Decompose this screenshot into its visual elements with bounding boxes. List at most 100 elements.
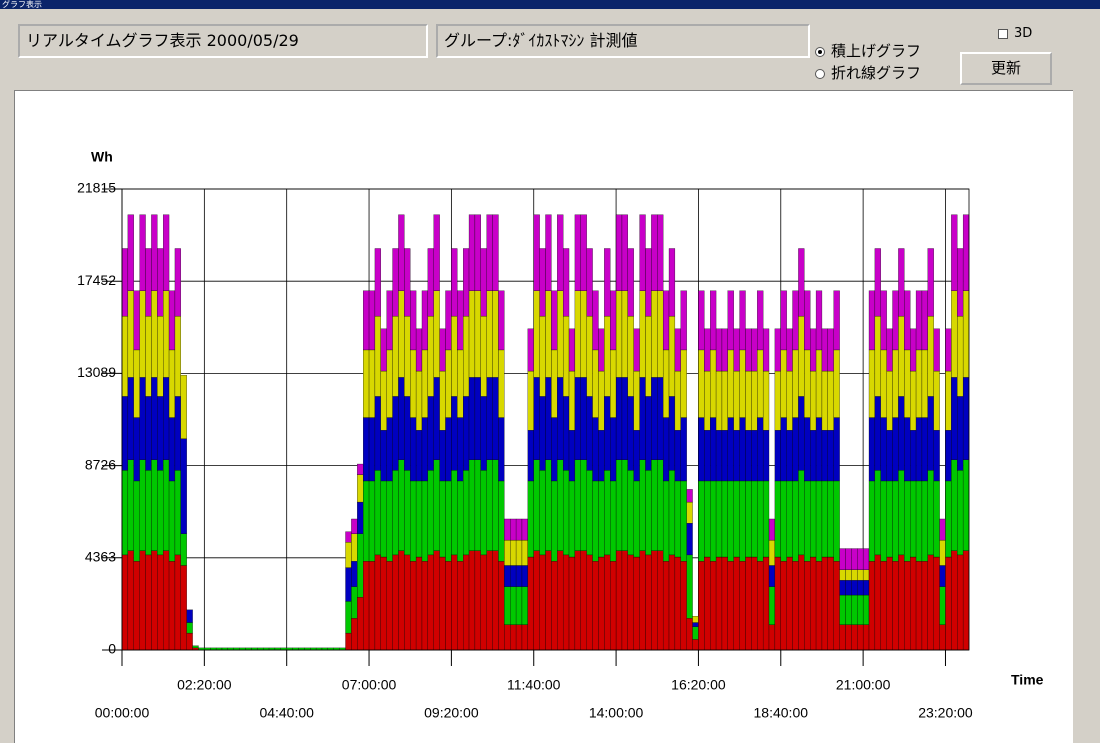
bar-segment [745,480,752,558]
bar-segment [521,624,529,651]
window-title: グラフ表示 [0,0,1100,9]
bar-segment [374,470,381,556]
bar-segment [551,349,558,418]
bar-segment [398,377,405,460]
bar-segment [521,586,529,625]
bar-segment [527,370,534,431]
bar-segment [439,328,446,372]
bar-segment [951,550,958,651]
bar-segment [468,290,476,378]
bar-segment [651,459,658,551]
radio-line[interactable]: 折れ線グラフ [815,62,921,83]
bar-segment [886,480,893,558]
bar-segment [810,556,817,651]
bar-segment [904,349,911,418]
bar-segment [721,556,728,651]
bar-segment [145,248,152,317]
bar-segment [933,430,940,482]
bar-segment [151,550,158,651]
bar-segment [568,480,576,558]
bar-segment [357,463,364,475]
bar-segment [357,533,364,598]
update-button[interactable]: 更新 [960,52,1052,85]
bar-segment [686,501,693,524]
bar-segment [498,480,505,562]
bar-segment [427,470,434,556]
bar-segment [598,328,605,372]
bar-segment [762,556,770,651]
bar-segment [151,459,158,551]
bar-segment [680,290,687,351]
bar-segment [768,624,776,651]
y-tick-label: 0 [108,641,116,657]
bar-segment [692,622,699,627]
bar-segment [904,290,911,351]
bar-segment [915,561,923,651]
bar-segment [492,290,499,378]
bar-segment [568,328,576,372]
bar-segment [739,417,746,482]
bar-segment [815,349,823,418]
bar-segment [862,624,870,651]
bar-segment [733,556,740,651]
bar-segment [168,349,176,418]
bar-segment [921,480,928,562]
bar-segment [515,565,523,587]
bar-segment [574,459,581,551]
bar-segment [633,430,640,482]
bar-segment [474,377,481,460]
bar-segment [398,459,405,551]
bar-segment [733,430,740,482]
bar-segment [733,480,740,558]
bar-segment [451,248,458,317]
bar-segment [386,480,393,562]
bar-segment [468,214,476,291]
bar-segment [780,290,787,351]
bar-segment [715,370,723,431]
bar-segment [480,315,487,397]
checkbox-3d[interactable]: 3D [998,26,1032,41]
bar-segment [168,290,176,351]
bar-segment [363,349,370,418]
x-tick-label: 04:40:00 [259,705,314,721]
bar-segment [862,548,870,570]
bar-segment [486,214,493,291]
bar-segment [180,533,187,566]
bar-segment [727,561,734,651]
bar-segment [557,459,564,551]
bar-segment [527,556,534,651]
bar-segment [862,594,870,625]
bar-segment [180,375,187,439]
bar-segment [810,430,817,482]
bar-segment [945,430,952,482]
bar-segment [510,518,517,541]
bar-segment [868,561,876,651]
bar-segment [568,556,576,651]
bar-segment [368,290,376,351]
bar-segment [686,523,693,556]
bar-segment [474,459,481,551]
bar-segment [368,417,376,482]
bar-segment [421,480,429,562]
bar-segment [662,561,670,651]
bar-segment [551,290,558,351]
bar-segment [363,480,370,562]
bar-segment [692,639,699,651]
bar-segment [457,290,464,351]
bar-segment [792,561,799,651]
bar-segment [680,349,687,418]
bar-segment [610,417,617,482]
bar-segment [410,480,417,562]
bar-segment [445,480,452,562]
bar-segment [921,349,928,418]
bar-segment [898,554,905,651]
radio-stacked[interactable]: 積上げグラフ [815,40,921,61]
bar-segment [386,349,393,418]
bar-segment [833,561,840,651]
bar-segment [757,417,764,482]
bar-segment [768,565,776,587]
bar-segment [668,315,676,397]
bar-segment [368,480,376,562]
bar-segment [592,349,599,418]
bar-segment [386,561,393,651]
